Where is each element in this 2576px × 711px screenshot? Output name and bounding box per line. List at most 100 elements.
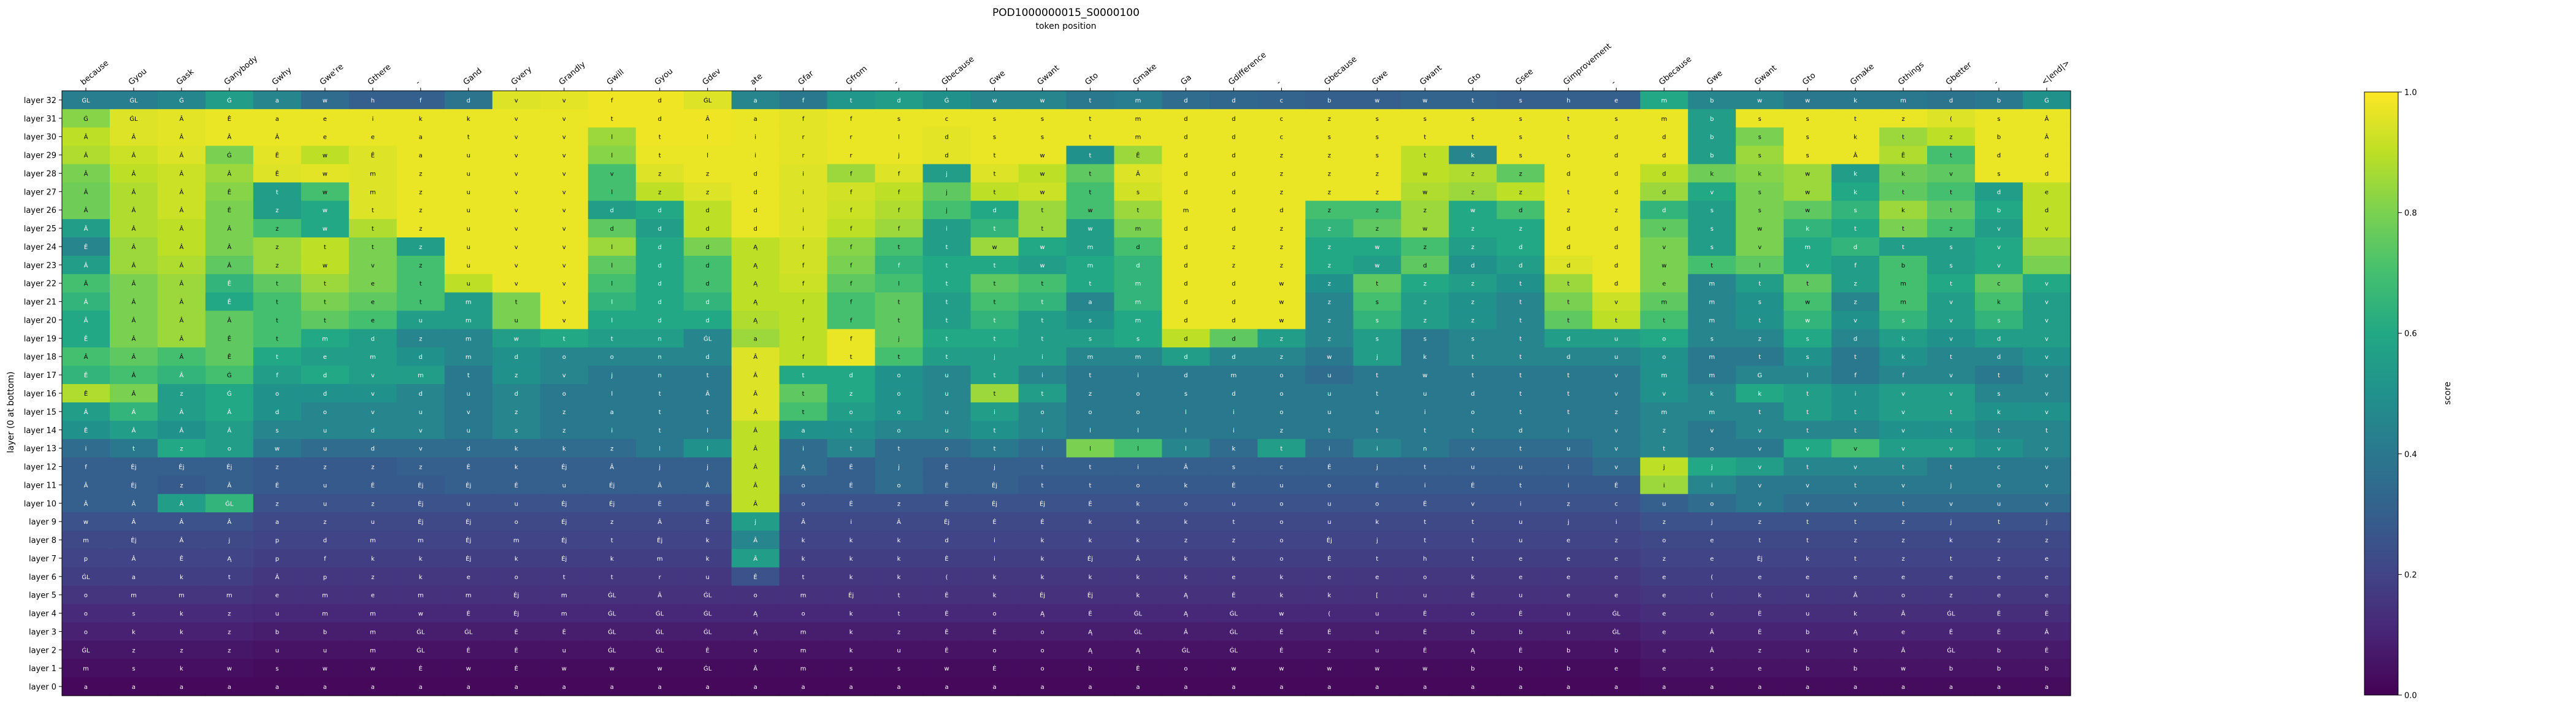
- heatmap-cell: [1879, 255, 1928, 275]
- cell-label: Â: [753, 408, 757, 416]
- heatmap-cell: [1449, 439, 1497, 458]
- cell-label: s: [1376, 134, 1379, 141]
- cell-label: f: [802, 281, 805, 288]
- heatmap-cell: [444, 640, 493, 659]
- heatmap-cell: [492, 201, 541, 220]
- heatmap-cell: [253, 145, 302, 165]
- heatmap-cell: [205, 439, 254, 458]
- heatmap-cell: [1066, 659, 1115, 678]
- cell-label: f: [850, 116, 853, 123]
- heatmap-cell: [205, 109, 254, 128]
- heatmap-cell: [157, 201, 206, 220]
- cell-label: Ėj: [466, 536, 471, 544]
- cell-label: Ė: [945, 481, 948, 489]
- cell-label: Ė: [1614, 481, 1618, 489]
- heatmap-cell: [1066, 329, 1115, 348]
- cell-label: k: [1137, 537, 1140, 544]
- heatmap-cell: [348, 182, 397, 201]
- cell-label: u: [1566, 629, 1570, 636]
- cell-label: k: [1184, 574, 1188, 581]
- cell-label: d: [610, 207, 614, 214]
- heatmap-cell: [1353, 145, 1401, 165]
- cell-label: l: [611, 391, 613, 398]
- cell-label: n: [658, 336, 662, 342]
- cell-label: j: [706, 464, 708, 471]
- heatmap-cell: [875, 255, 924, 275]
- heatmap-cell: [779, 274, 828, 293]
- cell-label: u: [1232, 501, 1235, 507]
- cell-label: l: [1807, 372, 1809, 379]
- cell-label: e: [1758, 574, 1761, 581]
- heatmap-cell: [588, 201, 637, 220]
- heatmap-cell: [1209, 255, 1259, 275]
- cell-label: w: [323, 98, 328, 104]
- cell-label: o: [562, 354, 566, 361]
- cell-label: d: [706, 226, 710, 233]
- heatmap-cell: [1162, 677, 1211, 696]
- heatmap-cell: [1544, 622, 1593, 641]
- heatmap-cell: [779, 347, 828, 366]
- cell-label: e: [1949, 574, 1953, 581]
- heatmap-cell: [1831, 219, 1880, 238]
- heatmap-cell: [683, 585, 732, 605]
- colorbar-tick-label: 0.8: [2404, 209, 2417, 218]
- heatmap-cell: [348, 384, 397, 403]
- cell-label: w: [323, 226, 328, 233]
- cell-label: o: [1901, 593, 1905, 599]
- heatmap-cell: [827, 548, 876, 568]
- heatmap-cell: [1497, 274, 1545, 293]
- cell-label: m: [1661, 299, 1667, 306]
- cell-label: v: [2045, 482, 2049, 489]
- heatmap-cell: [348, 329, 397, 348]
- heatmap-cell: [1736, 219, 1784, 238]
- cell-label: c: [1280, 98, 1284, 104]
- cell-label: v: [515, 207, 518, 214]
- cell-label: Â: [132, 334, 136, 342]
- cell-label: t: [563, 336, 565, 342]
- x-tick-label: Gwill: [605, 67, 626, 87]
- heatmap-cell: [1975, 347, 2023, 366]
- cell-label: u: [945, 428, 948, 434]
- heatmap-cell: [1975, 274, 2023, 293]
- cell-label: d: [323, 391, 327, 398]
- heatmap-cell: [157, 494, 206, 513]
- cell-label: k: [419, 556, 423, 563]
- heatmap-cell: [1927, 512, 1976, 531]
- y-tick-label: layer 9: [29, 518, 56, 527]
- heatmap-cell: [253, 659, 302, 678]
- cell-label: k: [1853, 134, 1857, 141]
- cell-label: Ė: [945, 628, 948, 636]
- heatmap-cell: [1784, 531, 1832, 550]
- y-tick-label: layer 4: [29, 610, 56, 619]
- heatmap-cell: [1831, 567, 1880, 586]
- cell-label: t: [1663, 446, 1665, 453]
- cell-label: Â: [1710, 646, 1714, 654]
- cell-label: Ėj: [226, 463, 232, 471]
- heatmap-cell: [922, 420, 972, 440]
- cell-label: k: [132, 629, 136, 636]
- heatmap-cell: [205, 567, 254, 586]
- heatmap-cell: [1544, 329, 1593, 348]
- heatmap-cell: [1353, 164, 1401, 183]
- cell-label: s: [1711, 336, 1714, 342]
- cell-label: f: [850, 207, 853, 214]
- cell-label: t: [1471, 519, 1474, 526]
- cell-label: v: [371, 263, 375, 269]
- heatmap-cell: [157, 604, 206, 623]
- heatmap-cell: [635, 512, 684, 531]
- heatmap-cell: [1544, 585, 1593, 605]
- heatmap-cell: [1162, 384, 1211, 403]
- cell-label: k: [1137, 593, 1140, 599]
- cell-label: k: [897, 556, 901, 563]
- heatmap-cell: [205, 659, 254, 678]
- cell-label: Â: [1901, 646, 1906, 654]
- cell-label: Â: [227, 261, 231, 269]
- cell-label: d: [945, 134, 948, 141]
- heatmap-cell: [1975, 384, 2023, 403]
- heatmap-cell: [2023, 255, 2071, 275]
- heatmap-cell: [301, 531, 350, 550]
- cell-label: v: [562, 171, 566, 177]
- cell-label: o: [1279, 391, 1283, 398]
- heatmap-cell: [779, 91, 828, 110]
